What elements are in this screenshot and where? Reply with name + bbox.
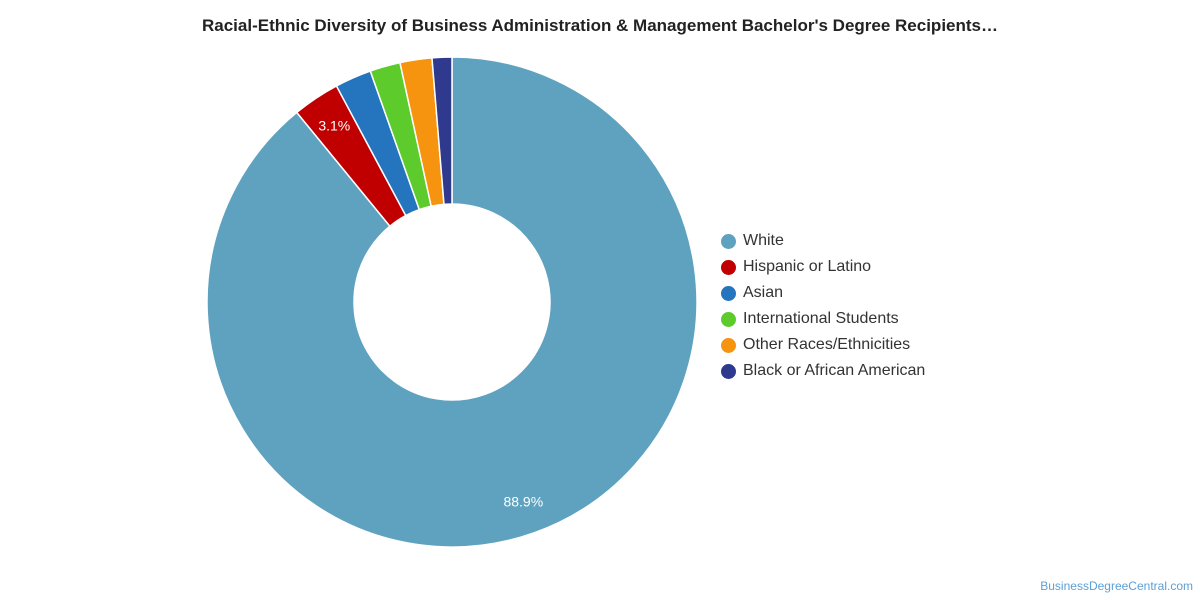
legend-swatch [721, 285, 736, 301]
legend-label: Asian [743, 284, 784, 301]
legend-label: Hispanic or Latino [743, 258, 872, 275]
legend-label: International Students [743, 310, 899, 327]
legend-item[interactable]: Hispanic or Latino [721, 254, 925, 280]
slice-data-label: 88.9% [503, 494, 543, 510]
chart-legend: White Hispanic or Latino Asian Internationa… [721, 228, 925, 384]
legend-label: White [743, 232, 784, 249]
pie-slice-black-or-african-american[interactable] [431, 56, 453, 206]
legend-swatch [721, 363, 736, 379]
legend-swatch [721, 259, 736, 275]
legend-swatch [721, 311, 736, 327]
source-credit[interactable]: BusinessDegreeCentral.com [1040, 579, 1193, 593]
legend-item[interactable]: White [721, 228, 925, 254]
legend-item[interactable]: Other Races/Ethnicities [721, 332, 925, 358]
legend-swatch [721, 337, 736, 353]
chart-title: Racial-Ethnic Diversity of Business Admi… [201, 16, 998, 35]
legend-item[interactable]: Black or African American [721, 358, 925, 384]
legend-item[interactable]: Asian [721, 280, 925, 306]
legend-swatch [721, 233, 736, 249]
legend-label: Black or African American [743, 362, 926, 379]
slice-data-label: 3.1% [318, 118, 350, 134]
legend-label: Other Races/Ethnicities [743, 336, 911, 353]
pie-slice-white[interactable] [206, 56, 698, 548]
legend-item[interactable]: International Students [721, 306, 925, 332]
